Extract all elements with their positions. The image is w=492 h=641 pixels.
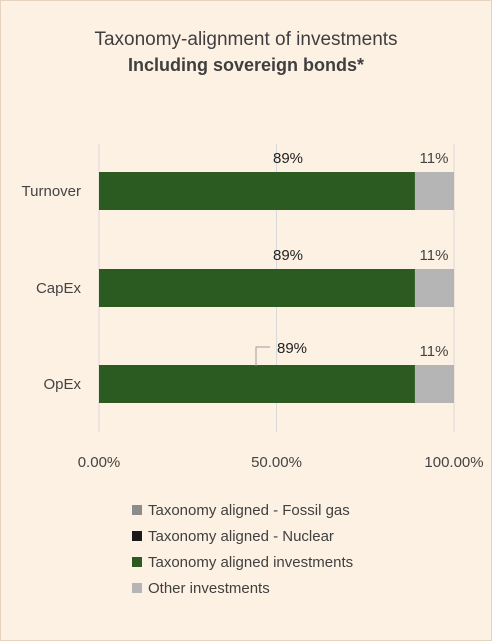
bar-segment <box>99 269 415 307</box>
chart-subtitle: Including sovereign bonds* <box>127 55 365 75</box>
legend-item: Other investments <box>132 575 353 601</box>
y-category-label: CapEx <box>36 280 82 297</box>
data-label: 89% <box>273 150 303 167</box>
legend-swatch <box>132 557 142 567</box>
bar-segment <box>414 269 454 307</box>
legend-swatch <box>132 505 142 515</box>
data-label: 89% <box>273 247 303 264</box>
legend-item: Taxonomy aligned investments <box>132 549 353 575</box>
bar-segment <box>414 172 454 210</box>
bar-segment <box>99 172 415 210</box>
legend-item: Taxonomy aligned - Fossil gas <box>132 497 353 523</box>
bar-segment <box>99 365 415 403</box>
data-label: 11% <box>420 343 449 360</box>
data-label: 89% <box>277 340 307 357</box>
y-category-label: OpEx <box>43 376 81 393</box>
chart-title: Taxonomy-alignment of investments <box>94 29 398 50</box>
chart-legend: Taxonomy aligned - Fossil gas Taxonomy al… <box>132 497 353 601</box>
legend-swatch <box>132 583 142 593</box>
legend-swatch <box>132 531 142 541</box>
x-tick-label: 100.00% <box>424 454 483 471</box>
legend-label: Taxonomy aligned investments <box>148 553 354 571</box>
legend-label: Taxonomy aligned - Fossil gas <box>148 501 350 519</box>
y-category-label: Turnover <box>22 183 81 200</box>
bar-chart: 0.00% 50.00% 100.00% Turnover CapEx OpEx 89% 11… <box>22 144 484 471</box>
data-label: 11% <box>420 247 449 264</box>
legend-label: Other investments <box>148 579 270 597</box>
legend-item: Taxonomy aligned - Nuclear <box>132 523 353 549</box>
data-label: 11% <box>420 150 449 167</box>
data-label-leader-line <box>255 346 270 366</box>
legend-label: Taxonomy aligned - Nuclear <box>148 527 334 545</box>
chart-title-block: Taxonomy-alignment of investments Includ… <box>1 27 491 77</box>
bar-segment <box>414 365 454 403</box>
x-tick-label: 50.00% <box>251 454 302 471</box>
x-tick-label: 0.00% <box>78 454 121 471</box>
